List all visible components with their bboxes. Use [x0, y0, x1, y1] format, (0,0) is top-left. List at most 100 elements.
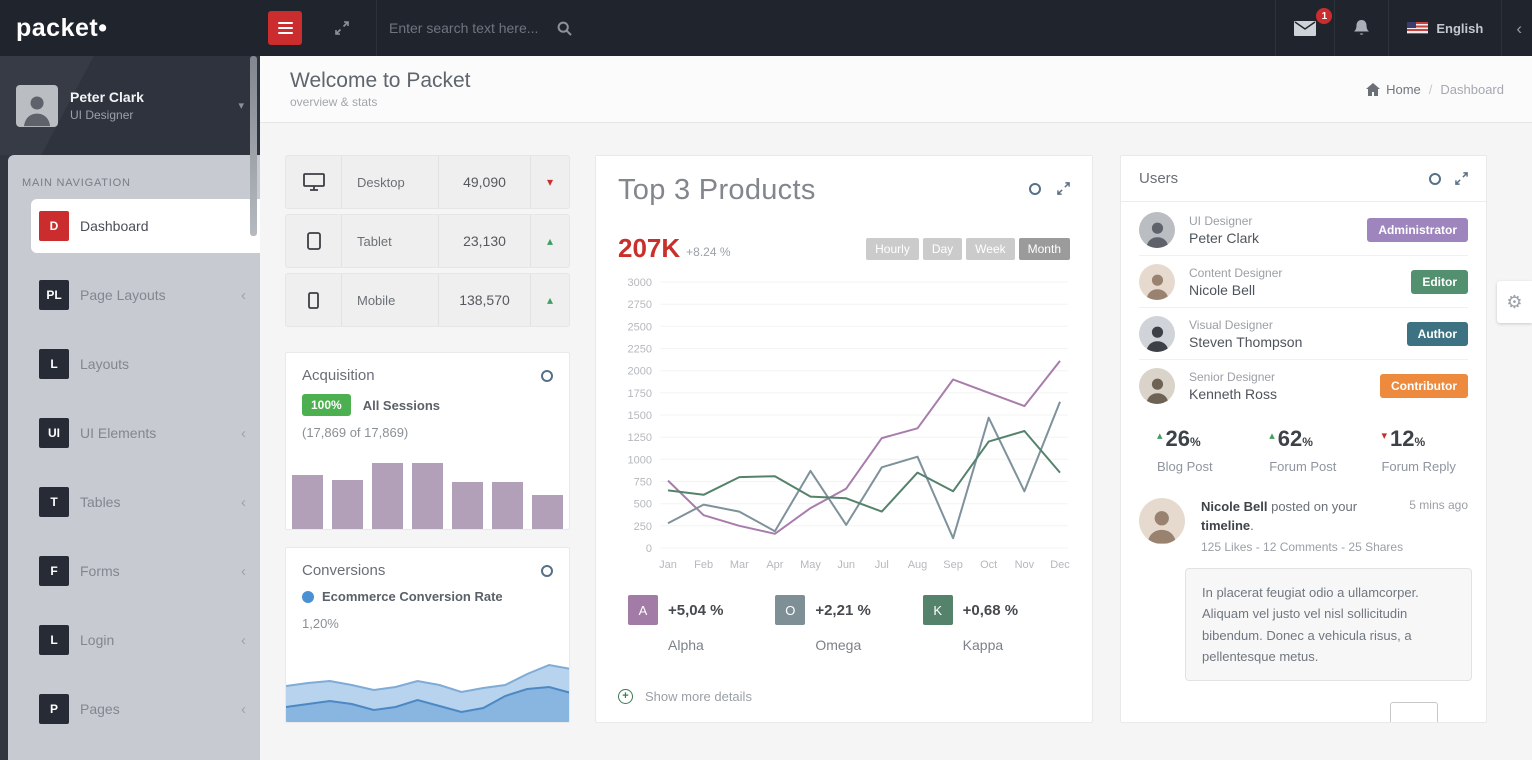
nav-item-label: Tables: [80, 494, 121, 510]
expand-icon[interactable]: [1057, 182, 1070, 195]
chevron-left-icon: ‹: [241, 700, 246, 718]
sidebar-item-ui-elements[interactable]: UI UI Elements ‹: [31, 406, 260, 460]
right-panel-toggle[interactable]: ‹: [1501, 0, 1532, 56]
sidebar-scrollbar[interactable]: [250, 56, 257, 236]
activity-time: 5 mins ago: [1409, 498, 1468, 512]
stat-card-desktop[interactable]: Desktop 49,090 ▾: [285, 155, 570, 209]
activity-message: In placerat feugiat odio a ullamcorper. …: [1185, 567, 1472, 682]
svg-text:Jul: Jul: [875, 559, 889, 571]
avatar: [16, 84, 58, 127]
percent-sign: %: [1414, 435, 1426, 449]
clipped-action-button[interactable]: [1390, 702, 1438, 722]
breadcrumb-separator: /: [1428, 81, 1433, 97]
svg-text:1000: 1000: [628, 454, 652, 466]
svg-text:750: 750: [634, 477, 652, 489]
circle-indicator-icon[interactable]: [541, 564, 553, 577]
products-line-chart: 0 250 500 750 1000 1250 1500 1750 2000 2250 2500 27…: [628, 277, 1071, 571]
page-header: Welcome to Packet overview & stats Home …: [260, 56, 1532, 123]
nav-item-abbr: D: [39, 211, 69, 241]
search-icon[interactable]: [557, 21, 572, 36]
legend-name: Alpha: [668, 637, 704, 653]
sidebar-item-layouts[interactable]: L Layouts: [31, 337, 260, 391]
bell-icon: [1353, 19, 1370, 37]
sidebar-item-pages[interactable]: P Pages ‹: [31, 682, 260, 736]
bar: [332, 480, 363, 529]
settings-tab[interactable]: ⚙: [1497, 281, 1532, 323]
sidebar-item-page-layouts[interactable]: PL Page Layouts ‹: [31, 268, 260, 322]
user-row[interactable]: Visual Designer Steven Thompson Author: [1139, 308, 1468, 360]
trend-up-icon: ▴: [1269, 430, 1275, 442]
stat-card-mobile[interactable]: Mobile 138,570 ▴: [285, 273, 570, 327]
svg-text:Jun: Jun: [837, 559, 855, 571]
legend-name: Omega: [815, 637, 862, 653]
circle-indicator-icon[interactable]: [1429, 172, 1441, 185]
svg-text:Nov: Nov: [1015, 559, 1035, 571]
stat-value: 49,090: [439, 156, 531, 208]
user-row[interactable]: UI Designer Peter Clark Administrator: [1139, 204, 1468, 256]
profile-role: UI Designer: [70, 108, 134, 122]
acquisition-label: All Sessions: [362, 397, 441, 413]
legend-item-kappa: K +0,68 % Kappa: [922, 595, 1070, 653]
us-flag-icon: [1407, 22, 1429, 34]
legend-percent: +5,04 %: [668, 601, 724, 619]
unread-mail-badge: 1: [1316, 8, 1333, 24]
plus-circle-icon: +: [618, 689, 633, 704]
sidebar-item-tables[interactable]: T Tables ‹: [31, 475, 260, 529]
svg-text:2250: 2250: [628, 344, 652, 356]
series-omega: [667, 401, 1061, 540]
svg-text:Mar: Mar: [730, 559, 749, 571]
sidebar-item-forms[interactable]: F Forms ‹: [31, 544, 260, 598]
hamburger-menu-button[interactable]: [268, 11, 302, 45]
profile-dropdown-caret[interactable]: ▾: [238, 100, 244, 112]
desktop-icon: [286, 156, 342, 208]
stat-number: 62: [1277, 426, 1303, 451]
conversions-title: Conversions: [302, 562, 386, 579]
nav-item-abbr: L: [39, 349, 69, 379]
range-button-week[interactable]: Week: [966, 237, 1015, 260]
messages-button[interactable]: 1: [1275, 0, 1334, 56]
avatar: [1139, 315, 1175, 352]
trend-down-icon: ▾: [1381, 430, 1387, 442]
svg-text:Sep: Sep: [943, 559, 963, 571]
acquisition-title: Acquisition: [302, 367, 375, 384]
svg-text:Feb: Feb: [694, 559, 713, 571]
stat-card-tablet[interactable]: Tablet 23,130 ▴: [285, 214, 570, 268]
range-button-day[interactable]: Day: [922, 237, 963, 260]
user-row[interactable]: Senior Designer Kenneth Ross Contributor: [1139, 360, 1468, 412]
avatar: [1139, 368, 1175, 404]
legend-letter-swatch: A: [628, 595, 658, 625]
trend-up-icon: ▴: [546, 234, 554, 248]
stat-number: 12: [1389, 426, 1415, 451]
svg-text:1500: 1500: [628, 410, 652, 422]
show-more-details-link[interactable]: + Show more details: [618, 689, 752, 704]
stats-column: Desktop 49,090 ▾ Tablet 23,130 ▴ Mobile …: [285, 155, 570, 723]
tablet-icon: [286, 215, 342, 267]
language-selector[interactable]: English: [1388, 0, 1501, 56]
range-button-month[interactable]: Month: [1018, 237, 1070, 260]
home-icon: [1366, 82, 1381, 96]
stat-label: Forum Reply: [1381, 459, 1456, 474]
products-delta: +8.24 %: [686, 244, 731, 259]
fullscreen-toggle-icon[interactable]: [322, 0, 362, 56]
breadcrumb-home-link[interactable]: Home: [1366, 82, 1421, 97]
sidebar-item-dashboard[interactable]: D Dashboard: [31, 199, 260, 253]
expand-icon[interactable]: [1455, 172, 1468, 185]
trend-up-icon: ▴: [546, 293, 554, 307]
notifications-button[interactable]: [1334, 0, 1388, 56]
range-button-hourly[interactable]: Hourly: [866, 237, 919, 260]
role-badge: Author: [1406, 321, 1468, 346]
nav-item-label: Layouts: [80, 356, 130, 372]
percent-sign: %: [1302, 435, 1313, 449]
search-input[interactable]: [389, 20, 557, 36]
legend-percent: +0,68 %: [962, 601, 1019, 619]
products-total: 207K: [618, 233, 681, 263]
user-row[interactable]: Content Designer Nicole Bell Editor: [1139, 256, 1468, 308]
circle-indicator-icon[interactable]: [541, 369, 553, 382]
chevron-left-icon: ‹: [241, 286, 246, 304]
stat-label: Tablet: [342, 215, 439, 267]
circle-indicator-icon[interactable]: [1029, 182, 1041, 195]
series-alpha: [667, 360, 1061, 535]
products-legend: A +5,04 % Alpha O +2,21 % Omega K +0,68 …: [618, 595, 1070, 653]
sidebar-item-login[interactable]: L Login ‹: [31, 613, 260, 667]
